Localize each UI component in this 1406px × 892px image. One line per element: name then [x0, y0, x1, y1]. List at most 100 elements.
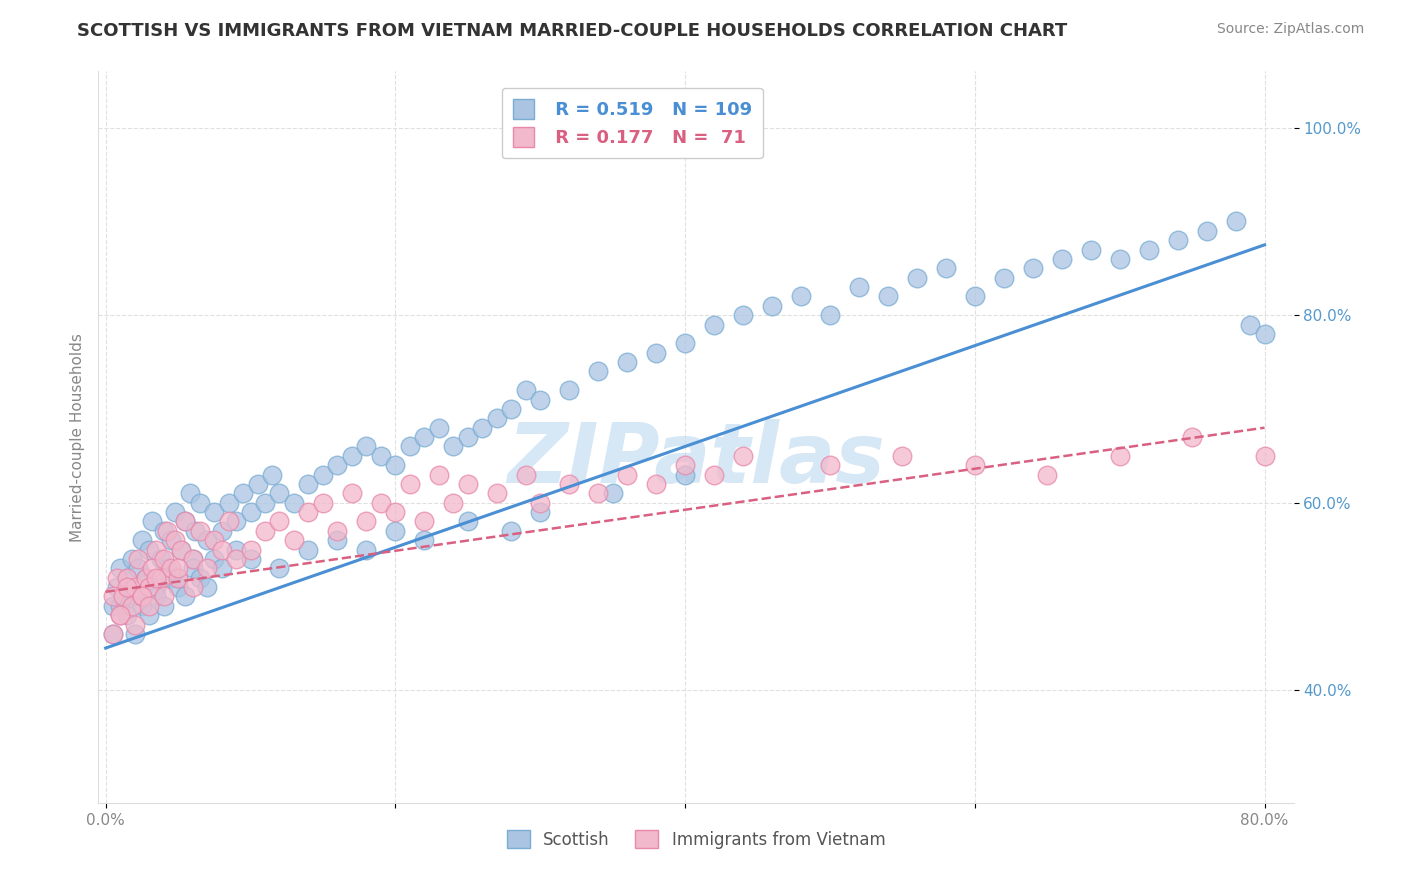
- Point: [673, 336, 696, 351]
- Point: [312, 496, 335, 510]
- Point: [262, 467, 284, 482]
- Point: [1022, 261, 1045, 276]
- Point: [891, 449, 914, 463]
- Point: [340, 486, 363, 500]
- Point: [124, 627, 146, 641]
- Point: [225, 542, 247, 557]
- Point: [195, 561, 218, 575]
- Point: [218, 515, 240, 529]
- Point: [167, 561, 190, 575]
- Point: [174, 590, 197, 604]
- Point: [848, 280, 870, 294]
- Point: [340, 449, 363, 463]
- Point: [485, 411, 508, 425]
- Point: [1050, 252, 1073, 266]
- Point: [101, 590, 124, 604]
- Point: [141, 515, 163, 529]
- Point: [105, 571, 128, 585]
- Point: [165, 505, 187, 519]
- Point: [117, 571, 139, 585]
- Point: [427, 420, 450, 434]
- Point: [253, 496, 276, 510]
- Point: [485, 486, 508, 500]
- Point: [149, 552, 172, 566]
- Point: [131, 533, 153, 548]
- Point: [131, 590, 153, 604]
- Point: [515, 383, 537, 397]
- Point: [356, 515, 378, 529]
- Point: [117, 580, 139, 594]
- Point: [1036, 467, 1059, 482]
- Point: [370, 449, 392, 463]
- Point: [586, 364, 609, 378]
- Text: SCOTTISH VS IMMIGRANTS FROM VIETNAM MARRIED-COUPLE HOUSEHOLDS CORRELATION CHART: SCOTTISH VS IMMIGRANTS FROM VIETNAM MARR…: [77, 22, 1067, 40]
- Point: [818, 458, 841, 473]
- Point: [457, 430, 479, 444]
- Point: [246, 477, 269, 491]
- Point: [160, 571, 183, 585]
- Point: [356, 440, 378, 454]
- Point: [413, 533, 436, 548]
- Point: [135, 571, 157, 585]
- Point: [145, 580, 167, 594]
- Point: [413, 430, 436, 444]
- Point: [195, 533, 218, 548]
- Point: [149, 571, 172, 585]
- Point: [529, 496, 551, 510]
- Point: [127, 561, 149, 575]
- Point: [963, 458, 986, 473]
- Point: [1167, 233, 1189, 247]
- Point: [160, 533, 183, 548]
- Point: [761, 299, 783, 313]
- Point: [1080, 243, 1102, 257]
- Point: [1108, 252, 1130, 266]
- Point: [138, 580, 160, 594]
- Point: [160, 561, 183, 575]
- Point: [124, 617, 146, 632]
- Point: [326, 524, 349, 538]
- Point: [152, 590, 174, 604]
- Point: [399, 440, 422, 454]
- Point: [174, 515, 197, 529]
- Point: [145, 590, 167, 604]
- Point: [181, 561, 204, 575]
- Point: [384, 524, 406, 538]
- Point: [993, 270, 1015, 285]
- Point: [413, 515, 436, 529]
- Point: [370, 496, 392, 510]
- Point: [239, 542, 262, 557]
- Point: [121, 552, 143, 566]
- Point: [211, 542, 233, 557]
- Point: [529, 505, 551, 519]
- Point: [399, 477, 422, 491]
- Text: ZIPatlas: ZIPatlas: [508, 418, 884, 500]
- Point: [117, 608, 139, 623]
- Point: [326, 533, 349, 548]
- Point: [138, 599, 160, 613]
- Point: [138, 542, 160, 557]
- Text: Source: ZipAtlas.com: Source: ZipAtlas.com: [1216, 22, 1364, 37]
- Point: [101, 599, 124, 613]
- Point: [112, 590, 135, 604]
- Point: [152, 599, 174, 613]
- Point: [645, 345, 668, 359]
- Point: [441, 440, 464, 454]
- Point: [731, 449, 754, 463]
- Point: [105, 580, 128, 594]
- Point: [1181, 430, 1204, 444]
- Point: [1195, 224, 1218, 238]
- Point: [602, 486, 624, 500]
- Point: [138, 608, 160, 623]
- Point: [457, 515, 479, 529]
- Point: [297, 542, 319, 557]
- Point: [905, 270, 928, 285]
- Point: [181, 552, 204, 566]
- Point: [269, 486, 291, 500]
- Point: [232, 486, 254, 500]
- Point: [101, 627, 124, 641]
- Point: [703, 467, 725, 482]
- Point: [253, 524, 276, 538]
- Point: [211, 524, 233, 538]
- Point: [184, 524, 207, 538]
- Point: [170, 542, 193, 557]
